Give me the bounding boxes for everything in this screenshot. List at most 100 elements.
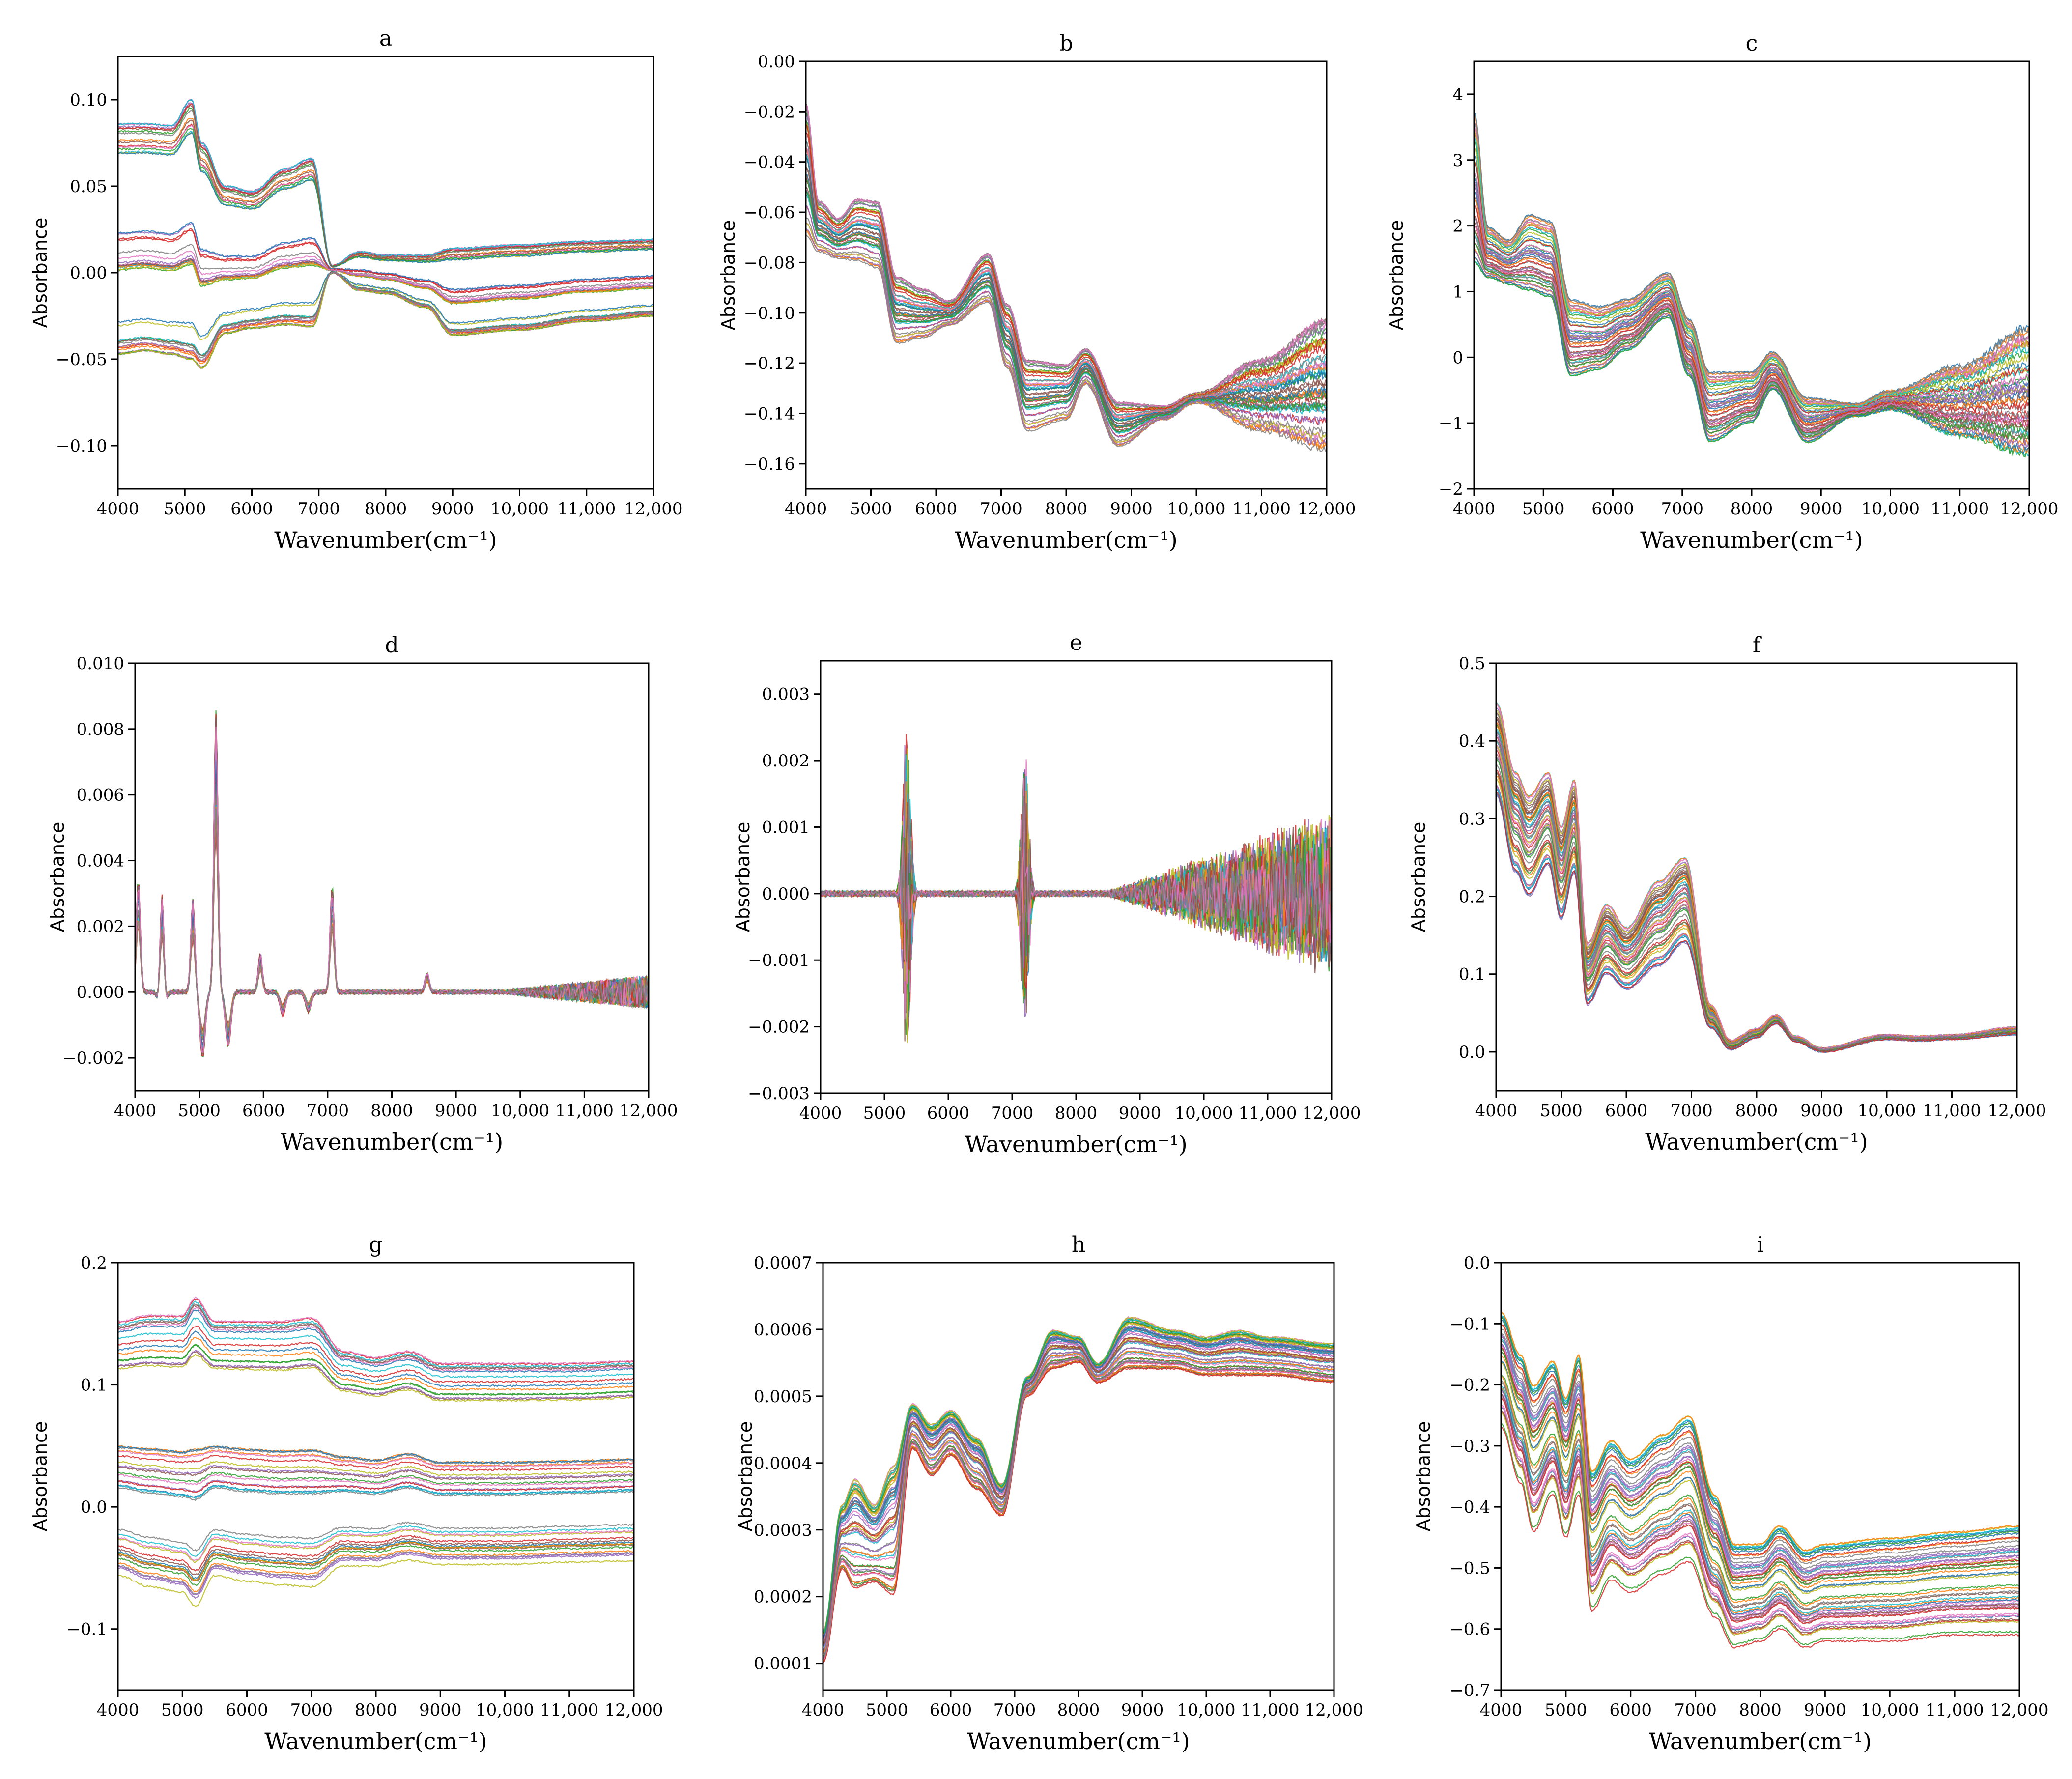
series-line-b-43 <box>806 190 1327 433</box>
x-tick-label: 8000 <box>370 1101 413 1121</box>
series-line-g-7 <box>118 1306 634 1372</box>
x-tick-label: 5000 <box>1545 1700 1588 1720</box>
series-group-f <box>1496 702 2017 1053</box>
x-tick-label: 9000 <box>1121 1700 1164 1720</box>
x-tick-label: 5000 <box>866 1700 908 1720</box>
x-axis-label-i: Wavenumber(cm⁻¹) <box>1649 1728 1872 1754</box>
series-line-g-30 <box>118 1525 634 1557</box>
chart-panel-h: 4000 5000 6000 7000 8000 9000 10,000 11,000 12,0… <box>735 1218 1363 1774</box>
series-line-g-22 <box>118 1337 634 1391</box>
series-line-f-48 <box>1496 732 2017 1051</box>
x-tick-label: 4000 <box>799 1103 842 1123</box>
series-line-f-28 <box>1496 714 2017 1050</box>
series-line-g-48 <box>118 1521 634 1552</box>
series-line-c-41 <box>1474 257 2029 454</box>
series-line-g-35 <box>118 1465 634 1479</box>
series-line-f-46 <box>1496 771 2017 1052</box>
x-axis-label-c: Wavenumber(cm⁻¹) <box>1640 527 1863 553</box>
x-tick-label: 5000 <box>863 1103 906 1123</box>
series-line-g-11 <box>118 1484 634 1498</box>
series-line-a-31 <box>118 132 653 268</box>
x-tick-label: 7000 <box>307 1101 349 1121</box>
series-line-b-47 <box>806 147 1327 418</box>
series-line-f-29 <box>1496 709 2017 1050</box>
y-tick-label: 0.0006 <box>754 1320 812 1340</box>
y-tick-label: 0 <box>1452 348 1463 367</box>
series-line-g-47 <box>118 1450 634 1468</box>
series-line-c-8 <box>1474 121 2029 406</box>
series-line-a-45 <box>118 271 653 362</box>
series-line-g-45 <box>118 1551 634 1595</box>
x-tick-label: 6000 <box>1605 1101 1648 1121</box>
series-line-f-47 <box>1496 704 2017 1049</box>
series-line-h-46 <box>823 1336 1334 1643</box>
x-tick-label: 12,000 <box>1990 1700 2049 1720</box>
series-line-g-23 <box>118 1471 634 1485</box>
series-line-g-29 <box>118 1461 634 1476</box>
y-tick-label: 0.002 <box>762 751 810 771</box>
series-line-c-31 <box>1474 191 2029 423</box>
x-tick-label: 10,000 <box>491 1101 549 1121</box>
series-line-g-9 <box>118 1529 634 1563</box>
series-line-g-18 <box>118 1551 634 1595</box>
series-line-f-24 <box>1496 722 2017 1050</box>
series-line-h-29 <box>823 1317 1334 1632</box>
series-line-i-41 <box>1501 1388 2019 1616</box>
y-tick-label: 0.0001 <box>754 1654 812 1674</box>
series-line-c-34 <box>1474 161 2029 414</box>
series-line-d-47 <box>135 727 649 1054</box>
series-line-d-16 <box>135 756 649 1047</box>
series-line-g-17 <box>118 1473 634 1487</box>
y-tick-label: 0.3 <box>1459 809 1485 829</box>
x-tick-label: 8000 <box>1057 1700 1100 1720</box>
series-line-f-21 <box>1496 724 2017 1050</box>
chart-panel-f: 4000 5000 6000 7000 8000 9000 10,000 11,000 12,0… <box>1408 619 2046 1174</box>
y-tick-label: −0.10 <box>744 304 795 323</box>
x-tick-label: 9000 <box>431 499 474 519</box>
series-line-f-16 <box>1496 719 2017 1050</box>
x-tick-label: 10,000 <box>1175 1103 1233 1123</box>
y-tick-label: 0.10 <box>70 90 107 110</box>
series-group-c <box>1474 112 2029 458</box>
y-tick-label: 0.010 <box>77 654 124 674</box>
y-tick-label: −0.7 <box>1449 1681 1490 1700</box>
series-line-i-21 <box>1501 1316 2019 1555</box>
series-line-f-23 <box>1496 723 2017 1050</box>
series-line-a-42 <box>118 272 653 363</box>
series-line-d-7 <box>135 752 649 1049</box>
chart-svg-i: 4000 5000 6000 7000 8000 9000 10,000 11,000 12,0… <box>1413 1232 2048 1754</box>
series-line-b-48 <box>806 141 1327 416</box>
chart-panel-a: 4000 5000 6000 7000 8000 9000 10,000 11,000 12,0… <box>29 12 682 572</box>
series-line-b-34 <box>806 132 1327 413</box>
x-tick-label: 6000 <box>927 1103 970 1123</box>
series-line-i-14 <box>1501 1427 2019 1649</box>
series-line-a-44 <box>118 230 653 294</box>
x-tick-label: 8000 <box>1739 1700 1782 1720</box>
series-line-c-43 <box>1474 243 2029 441</box>
series-line-d-20 <box>135 749 649 1048</box>
chart-panel-i: 4000 5000 6000 7000 8000 9000 10,000 11,000 12,0… <box>1413 1218 2048 1774</box>
series-line-a-3 <box>118 271 653 357</box>
x-tick-label: 7000 <box>1661 499 1703 519</box>
series-line-e-48 <box>821 793 1332 937</box>
y-tick-label: 0.00 <box>70 263 107 283</box>
y-tick-label: 0.1 <box>1459 965 1485 985</box>
y-tick-label: 2 <box>1452 217 1463 236</box>
x-tick-label: 8000 <box>355 1700 397 1720</box>
series-line-f-1 <box>1496 718 2017 1050</box>
y-tick-label: 0.000 <box>762 884 810 904</box>
chart-title-i: i <box>1757 1232 1763 1257</box>
x-axis-label-a: Wavenumber(cm⁻¹) <box>274 527 497 553</box>
y-axis-label-c: Absorbance <box>1386 220 1407 331</box>
x-tick-label: 8000 <box>1735 1101 1778 1121</box>
x-tick-label: 12,000 <box>2000 499 2059 519</box>
chart-panel-d: 4000 5000 6000 7000 8000 9000 10,000 11,000 12,0… <box>47 619 678 1174</box>
series-line-g-33 <box>118 1541 634 1581</box>
y-tick-label: −0.16 <box>744 454 795 474</box>
series-line-d-43 <box>135 719 649 1056</box>
series-line-f-36 <box>1496 718 2017 1050</box>
y-tick-label: −0.14 <box>744 404 795 424</box>
y-tick-label: −0.05 <box>56 350 107 369</box>
x-tick-label: 11,000 <box>1930 499 1989 519</box>
y-tick-label: −0.003 <box>748 1084 810 1103</box>
